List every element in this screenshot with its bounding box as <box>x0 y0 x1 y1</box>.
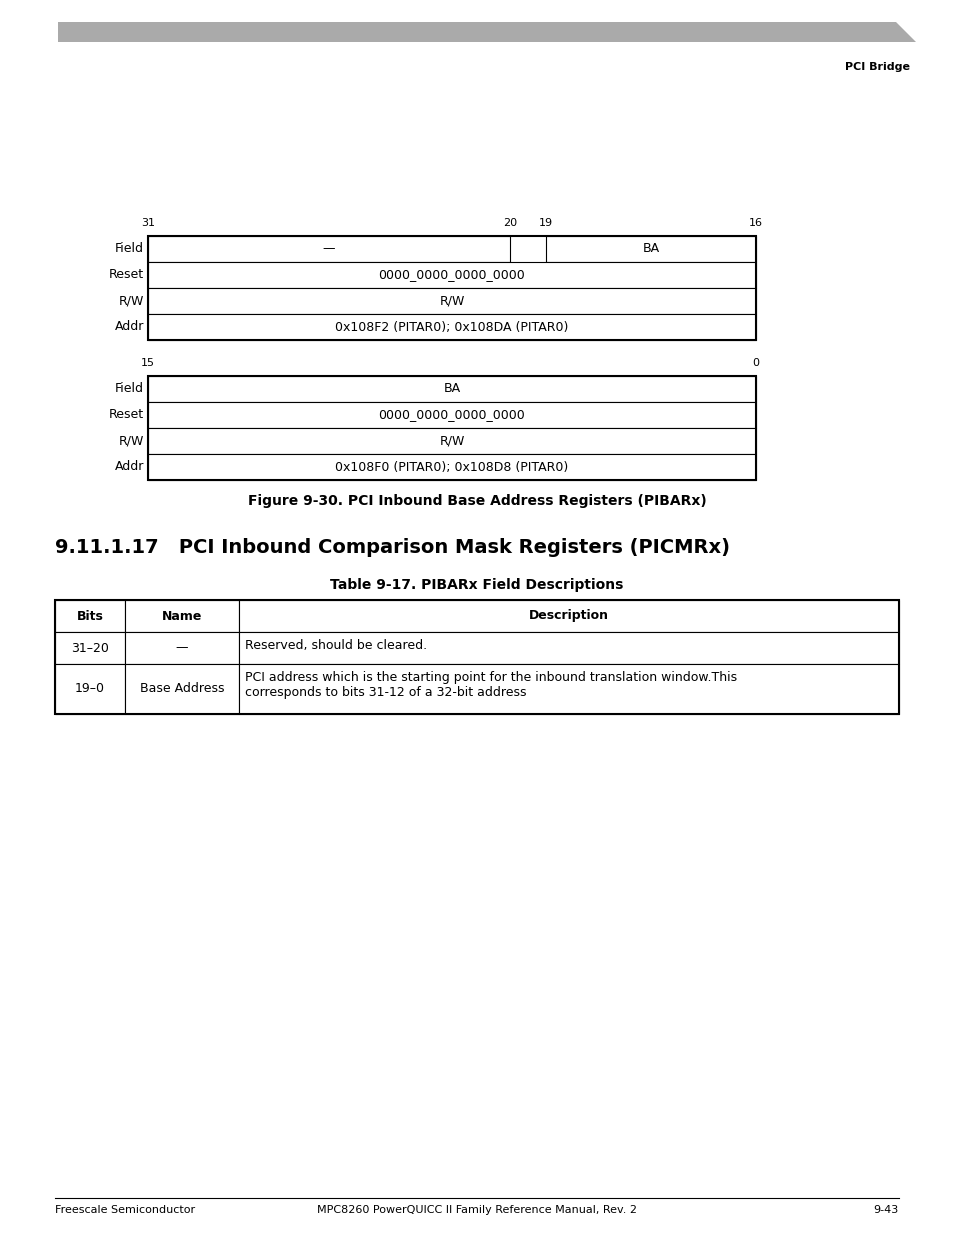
Bar <box>125 664 239 714</box>
Text: —: — <box>322 242 335 256</box>
Text: Addr: Addr <box>114 321 144 333</box>
Text: 0000_0000_0000_0000: 0000_0000_0000_0000 <box>378 409 525 421</box>
Bar <box>148 288 755 314</box>
Text: PCI address which is the starting point for the inbound translation window.This: PCI address which is the starting point … <box>245 671 737 684</box>
Text: 19–0: 19–0 <box>75 683 105 695</box>
Bar <box>55 632 125 664</box>
Bar <box>239 664 898 714</box>
Text: BA: BA <box>642 242 659 256</box>
Bar <box>148 375 755 480</box>
Text: Freescale Semiconductor: Freescale Semiconductor <box>55 1205 195 1215</box>
Text: 19: 19 <box>538 219 553 228</box>
Text: R/W: R/W <box>118 294 144 308</box>
Text: Figure 9-30. PCI Inbound Base Address Registers (PIBARx): Figure 9-30. PCI Inbound Base Address Re… <box>248 494 705 508</box>
Text: 31–20: 31–20 <box>71 641 109 655</box>
Text: Name: Name <box>162 610 202 622</box>
Text: Field: Field <box>115 383 144 395</box>
Text: 0000_0000_0000_0000: 0000_0000_0000_0000 <box>378 268 525 282</box>
Bar <box>546 236 755 262</box>
Bar <box>148 403 755 429</box>
Text: —: — <box>175 641 188 655</box>
Bar <box>55 600 125 632</box>
Bar <box>125 632 239 664</box>
Text: 15: 15 <box>141 358 154 368</box>
Text: R/W: R/W <box>438 294 464 308</box>
Text: 16: 16 <box>748 219 762 228</box>
Text: 0x108F0 (PITAR0); 0x108D8 (PITAR0): 0x108F0 (PITAR0); 0x108D8 (PITAR0) <box>335 461 568 473</box>
Text: 20: 20 <box>502 219 517 228</box>
Bar <box>148 375 755 403</box>
Text: 9.11.1.17   PCI Inbound Comparison Mask Registers (PICMRx): 9.11.1.17 PCI Inbound Comparison Mask Re… <box>55 538 729 557</box>
Bar <box>148 262 755 288</box>
Text: MPC8260 PowerQUICC II Family Reference Manual, Rev. 2: MPC8260 PowerQUICC II Family Reference M… <box>316 1205 637 1215</box>
Text: Reset: Reset <box>109 268 144 282</box>
Text: Reset: Reset <box>109 409 144 421</box>
Text: Addr: Addr <box>114 461 144 473</box>
Bar <box>148 236 509 262</box>
Bar <box>148 429 755 454</box>
Text: R/W: R/W <box>438 435 464 447</box>
Polygon shape <box>58 22 915 42</box>
Text: Base Address: Base Address <box>140 683 224 695</box>
Bar <box>148 314 755 340</box>
Text: Field: Field <box>115 242 144 256</box>
Text: Bits: Bits <box>76 610 103 622</box>
Text: Reserved, should be cleared.: Reserved, should be cleared. <box>245 638 427 652</box>
Bar <box>239 600 898 632</box>
Text: 0: 0 <box>752 358 759 368</box>
Text: BA: BA <box>443 383 460 395</box>
Text: R/W: R/W <box>118 435 144 447</box>
Bar <box>55 664 125 714</box>
Text: PCI Bridge: PCI Bridge <box>844 62 909 72</box>
Bar <box>55 600 898 714</box>
Text: 31: 31 <box>141 219 154 228</box>
Bar <box>148 236 755 340</box>
Bar <box>148 454 755 480</box>
Bar <box>239 632 898 664</box>
Text: 9-43: 9-43 <box>873 1205 898 1215</box>
Text: corresponds to bits 31-12 of a 32-bit address: corresponds to bits 31-12 of a 32-bit ad… <box>245 685 526 699</box>
Text: 0x108F2 (PITAR0); 0x108DA (PITAR0): 0x108F2 (PITAR0); 0x108DA (PITAR0) <box>335 321 568 333</box>
Bar <box>125 600 239 632</box>
Text: Table 9-17. PIBARx Field Descriptions: Table 9-17. PIBARx Field Descriptions <box>330 578 623 592</box>
Text: Description: Description <box>529 610 608 622</box>
